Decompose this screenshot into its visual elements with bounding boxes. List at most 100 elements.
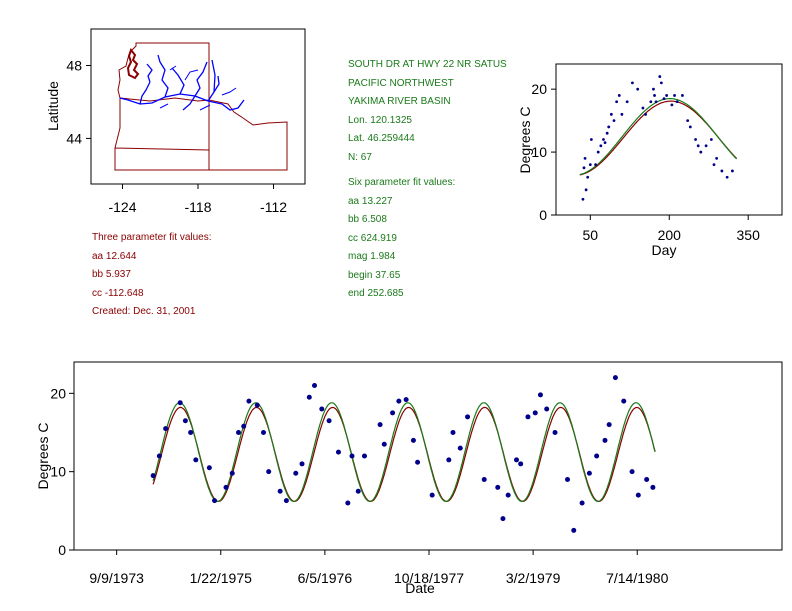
seasonal-x-tick-label: 200 — [658, 227, 682, 243]
map-x-ticks: -124 -118 -112 — [108, 184, 287, 215]
timeseries-data-point — [277, 488, 283, 494]
seasonal-data-point — [599, 144, 603, 148]
timeseries-data-point — [571, 527, 577, 533]
location-map: -124 -118 -112 48 44 Latitude — [45, 28, 306, 215]
timeseries-data-point — [621, 398, 627, 404]
map-x-tick-label: -124 — [108, 199, 136, 215]
seasonal-data-point — [594, 163, 597, 167]
timeseries-data-point — [293, 470, 299, 476]
map-x-tick-label: -112 — [260, 199, 287, 215]
timeseries-data-point — [532, 410, 538, 416]
seasonal-chart: 0 10 20 50 200 350 Day Degrees C — [517, 63, 783, 258]
seasonal-data-point — [586, 175, 590, 179]
timeseries-chart: 0 10 20 9/9/1973 1/22/1975 6/5/1976 10/18/197… — [35, 361, 783, 596]
seasonal-data-point — [607, 125, 611, 129]
seasonal-data-point — [673, 94, 676, 97]
six-param-cc: cc 624.919 — [348, 232, 397, 244]
timeseries-data-point — [349, 453, 355, 459]
six-param-begin: begin 37.65 — [348, 269, 401, 281]
coast-detail — [126, 47, 140, 80]
timeseries-x-tick-label: 3/2/1979 — [506, 570, 561, 586]
seasonal-y-tick-label: 10 — [531, 144, 547, 160]
timeseries-y-tick-label: 0 — [58, 542, 66, 558]
seasonal-data-point — [583, 156, 587, 160]
seasonal-data-point — [620, 112, 624, 116]
seasonal-data-point — [596, 150, 600, 154]
seasonal-data-point — [731, 169, 734, 173]
created-date: Created: Dec. 31, 2001 — [92, 306, 196, 317]
map-y-ticks: 48 44 — [66, 57, 91, 146]
seasonal-data-point — [653, 94, 656, 97]
seasonal-data-point — [649, 100, 653, 104]
timeseries-data-point — [579, 500, 585, 506]
seasonal-x-tick-label: 350 — [737, 227, 761, 243]
seasonal-data-point — [581, 197, 585, 201]
timeseries-x-ticks: 9/9/1973 1/22/1975 6/5/1976 10/18/1977 3/2/1… — [89, 550, 669, 586]
timeseries-data-point — [606, 422, 612, 428]
seasonal-data-point — [612, 119, 616, 123]
map-y-axis-label: Latitude — [45, 81, 61, 131]
timeseries-data-point — [429, 492, 435, 498]
timeseries-data-point — [525, 414, 531, 420]
seasonal-data-point — [631, 81, 634, 85]
station-region: PACIFIC NORTHWEST — [348, 77, 454, 89]
station-basin: YAKIMA RIVER BASIN — [348, 96, 451, 107]
timeseries-data-point — [312, 383, 318, 388]
timeseries-data-point — [410, 437, 416, 443]
timeseries-data-point — [182, 418, 188, 424]
seasonal-plot-frame — [555, 63, 783, 216]
seasonal-x-tick-label: 50 — [583, 227, 599, 243]
seasonal-data-point — [696, 144, 700, 148]
timeseries-x-tick-label: 9/9/1973 — [89, 570, 144, 586]
seasonal-y-ticks: 0 10 20 — [531, 81, 556, 223]
six-param-title: Six parameter fit values: — [348, 177, 456, 188]
timeseries-x-tick-label: 10/18/1977 — [394, 570, 464, 586]
rivers — [119, 54, 245, 111]
seasonal-data-point — [584, 188, 588, 192]
timeseries-data-point — [381, 441, 387, 447]
seasonal-data-point — [720, 169, 724, 173]
timeseries-y-tick-label: 10 — [50, 464, 66, 480]
seasonal-data-point — [636, 87, 640, 91]
seasonal-data-point — [704, 144, 708, 148]
timeseries-data-point — [644, 477, 650, 482]
seasonal-data-point — [681, 94, 684, 97]
timeseries-data-point — [481, 477, 487, 482]
state-outlines — [114, 42, 288, 171]
six-param-bb: bb 6.508 — [348, 214, 387, 225]
three-param-bb: bb 5.937 — [92, 269, 131, 280]
seasonal-data-point — [675, 100, 679, 104]
seasonal-data-point — [641, 106, 645, 110]
seasonal-data-point — [615, 100, 619, 104]
timeseries-data-point — [361, 453, 367, 459]
timeseries-data-point — [650, 484, 656, 490]
timeseries-data-point — [377, 422, 383, 428]
seasonal-data-point — [588, 163, 592, 167]
timeseries-points — [150, 375, 656, 533]
seasonal-data-point — [644, 112, 647, 116]
six-param-end: end 252.685 — [348, 288, 404, 299]
six-param-values: Six parameter fit values: aa 13.227 bb 6… — [348, 174, 455, 304]
timeseries-data-point — [345, 500, 351, 506]
timeseries-data-point — [150, 473, 156, 479]
timeseries-data-point — [500, 516, 506, 522]
seasonal-data-point — [725, 175, 729, 179]
seasonal-data-point — [605, 131, 609, 135]
timeseries-y-tick-label: 20 — [50, 385, 66, 401]
timeseries-data-point — [326, 418, 332, 424]
timeseries-data-point — [177, 400, 183, 406]
timeseries-data-point — [586, 470, 592, 476]
timeseries-data-point — [283, 498, 289, 504]
timeseries-data-point — [355, 488, 361, 494]
seasonal-fit-lines — [579, 98, 738, 176]
timeseries-data-point — [260, 430, 266, 435]
timeseries-data-point — [446, 457, 452, 463]
timeseries-six-param-fit — [152, 402, 656, 503]
timeseries-data-point — [229, 470, 235, 476]
map-shapes — [114, 42, 288, 171]
seasonal-data-point — [670, 103, 674, 107]
station-lon: Lon. 120.1325 — [348, 114, 412, 126]
seasonal-data-point — [617, 94, 621, 97]
station-n: N: 67 — [348, 151, 372, 163]
